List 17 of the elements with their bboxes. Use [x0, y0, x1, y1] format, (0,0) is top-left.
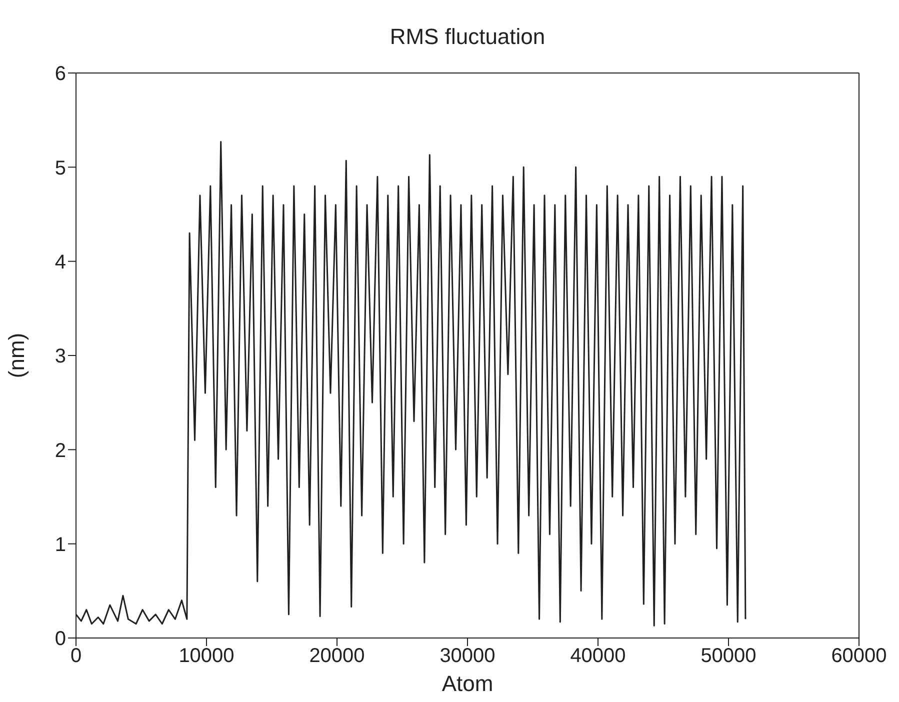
- x-tick-label: 40000: [570, 645, 626, 668]
- y-tick-label: 2: [54, 440, 66, 462]
- chart-title: RMS fluctuation: [388, 24, 546, 50]
- y-tick-label: 4: [54, 251, 66, 274]
- x-tick-label: 50000: [700, 645, 756, 668]
- x-tick-label: 30000: [440, 645, 496, 668]
- y-tick-label: 6: [54, 63, 66, 86]
- x-tick-label: 10000: [178, 645, 234, 668]
- y-tick-label: 5: [54, 157, 66, 180]
- y-tick-label: 3: [54, 346, 66, 368]
- y-tick-label: 1: [54, 534, 66, 556]
- y-tick-label: 0: [54, 628, 66, 650]
- x-axis-title: Atom: [442, 671, 494, 696]
- y-axis-title: (nm): [4, 332, 29, 378]
- x-tick-label: 20000: [309, 645, 365, 668]
- x-tick-label: 60000: [831, 645, 887, 668]
- x-tick-label: 0: [70, 645, 82, 668]
